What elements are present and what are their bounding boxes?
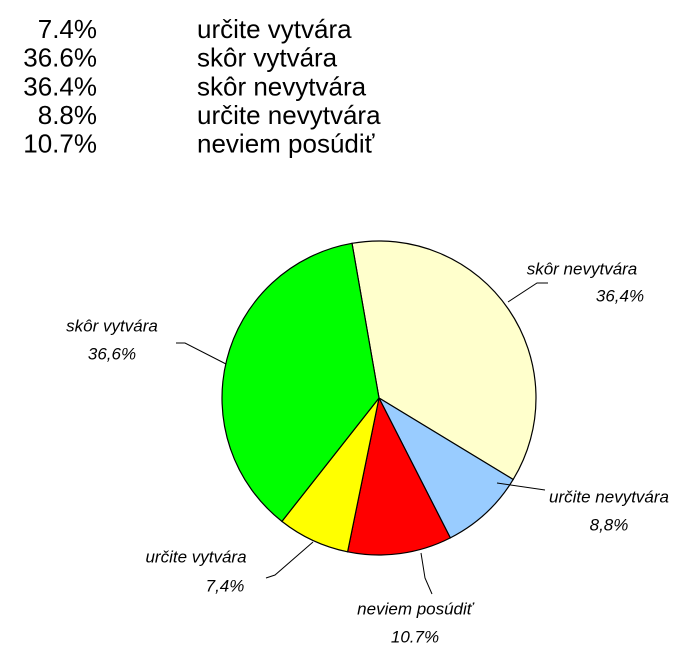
slice-value-label: 10.7% <box>391 627 439 646</box>
slice-label: skôr vytvára <box>66 316 158 335</box>
slice-label: určite nevytvára <box>549 487 669 506</box>
table-value: 36.6% <box>23 43 97 73</box>
slice-value-label: 36,6% <box>88 344 136 363</box>
table-label: neviem posúdiť <box>197 129 375 159</box>
slice-label: určite vytvára <box>145 547 246 566</box>
leader-line <box>176 342 227 365</box>
slice-label: skôr nevytvára <box>527 259 638 278</box>
leader-line <box>507 282 548 303</box>
slice-value-label: 8,8% <box>590 515 629 534</box>
table-label: skôr nevytvára <box>197 71 367 101</box>
table-label: určite vytvára <box>197 14 352 44</box>
leader-line <box>496 482 546 491</box>
pie-slice <box>351 240 537 481</box>
table-label: skôr vytvára <box>197 43 338 73</box>
leader-line <box>420 552 433 595</box>
pie-slice <box>221 242 380 523</box>
slice-value-label: 7,4% <box>206 576 245 595</box>
table-value: 10.7% <box>23 129 97 159</box>
table-label: určite nevytvára <box>197 100 381 130</box>
pie-slice <box>346 396 452 556</box>
table-value: 36.4% <box>23 71 97 101</box>
table-value: 7.4% <box>38 14 97 44</box>
pie-slice <box>377 396 515 539</box>
slice-value-label: 36,4% <box>596 286 644 305</box>
slice-label: neviem posúdiť <box>357 599 475 618</box>
leader-line <box>265 541 314 579</box>
table-value: 8.8% <box>38 100 97 130</box>
